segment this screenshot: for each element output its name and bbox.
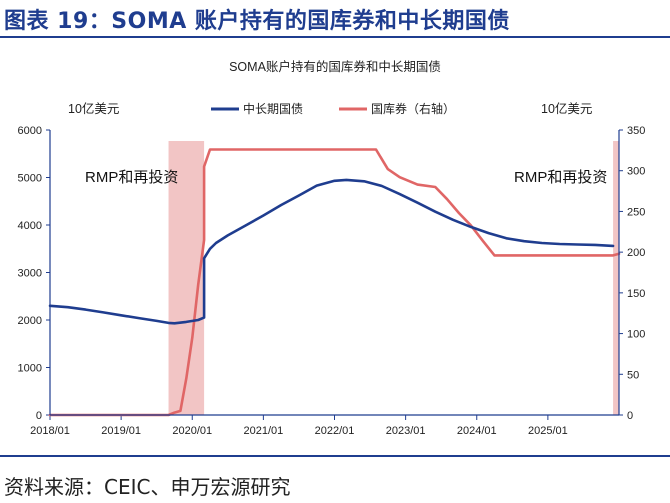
y-left-tick-label-0: 0 <box>36 410 42 422</box>
footer-rule <box>0 455 670 457</box>
x-tick-label-1: 2019/01 <box>101 425 141 437</box>
y-right-tick-label-4: 200 <box>627 247 645 259</box>
shaded-period-1 <box>613 141 619 415</box>
title-rule <box>0 36 670 38</box>
shade-label-right: RMP和再投资 <box>514 169 607 186</box>
y-left-tick-label-3: 3000 <box>18 268 42 280</box>
shade-label-left: RMP和再投资 <box>85 169 178 186</box>
bills-line <box>48 148 621 417</box>
y-left-tick-label-5: 5000 <box>18 173 42 185</box>
source-note: 资料来源：CEIC、申万宏源研究 <box>4 475 291 499</box>
legend: 中长期国债 国库券（右轴） <box>211 101 455 116</box>
figure-footer: 资料来源：CEIC、申万宏源研究 <box>0 455 670 503</box>
y-left-tick-label-2: 2000 <box>18 315 42 327</box>
y-right-tick-label-5: 250 <box>627 206 645 218</box>
left-axis-unit: 10亿美元 <box>68 101 119 116</box>
axis-frame <box>49 130 620 416</box>
notes-line <box>48 178 615 325</box>
x-tick-label-7: 2025/01 <box>528 425 568 437</box>
chart-title: SOMA账户持有的国库券和中长期国债 <box>229 59 441 74</box>
right-axis-unit: 10亿美元 <box>541 101 592 116</box>
x-tick-label-6: 2024/01 <box>457 425 497 437</box>
chart-area: 2018/01 2019/01 2020/01 2021/01 2022/01 2023/… <box>18 59 646 437</box>
legend-label-notes: 中长期国债 <box>243 101 303 116</box>
y-left-tick-label-1: 1000 <box>18 363 42 375</box>
x-tick-label-2: 2020/01 <box>172 425 212 437</box>
y-right-tick-label-0: 0 <box>627 410 633 422</box>
y-right-tick-label-3: 150 <box>627 288 645 300</box>
y-right-tick-label-7: 350 <box>627 125 645 137</box>
y-left-tick-label-6: 6000 <box>18 125 42 137</box>
y-right-tick-label-2: 100 <box>627 329 645 341</box>
series-lines <box>48 148 621 417</box>
x-tick-label-0: 2018/01 <box>30 425 70 437</box>
x-tick-label-5: 2023/01 <box>386 425 426 437</box>
x-tick-label-3: 2021/01 <box>243 425 283 437</box>
y-right-tick-label-6: 300 <box>627 166 645 178</box>
axis-ticks: 2018/01 2019/01 2020/01 2021/01 2022/01 2023/… <box>18 125 646 437</box>
y-left-tick-label-4: 4000 <box>18 220 42 232</box>
y-right-tick-label-1: 50 <box>627 369 639 381</box>
figure-header: 图表 19：SOMA 账户持有的国库券和中长期国债 <box>0 0 670 38</box>
figure-title: 图表 19：SOMA 账户持有的国库券和中长期国债 <box>4 9 510 34</box>
x-tick-label-4: 2022/01 <box>315 425 355 437</box>
legend-label-bills: 国库券（右轴） <box>371 101 455 116</box>
